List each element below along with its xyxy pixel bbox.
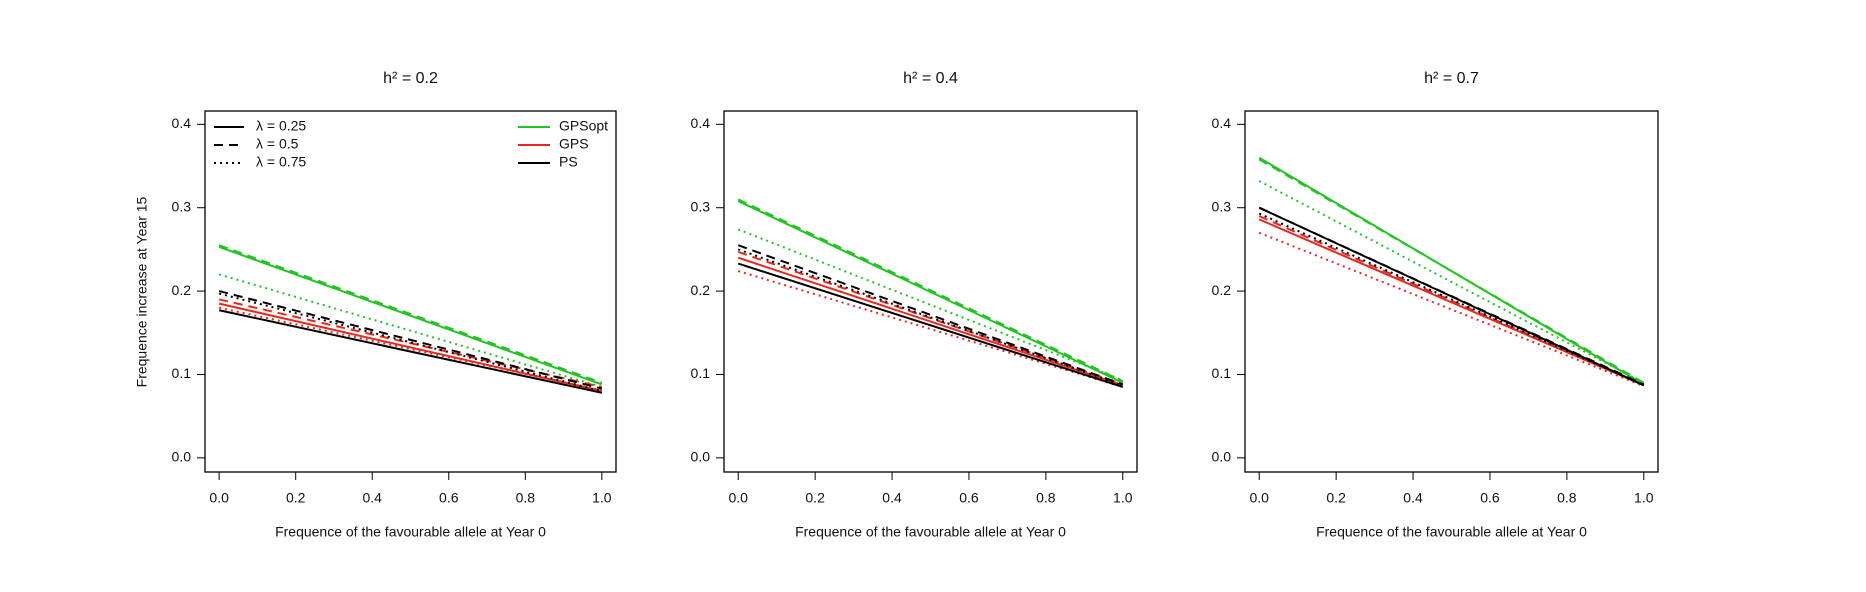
y-tick-label: 0.1: [691, 365, 711, 381]
y-tick-label: 0.1: [1212, 365, 1232, 381]
panel-title: h² = 0.2: [383, 70, 438, 87]
x-axis-label: Frequence of the favourable allele at Ye…: [1316, 524, 1587, 540]
series-line: [1258, 231, 1645, 388]
series-line: [737, 256, 1124, 387]
series-line: [1258, 156, 1645, 386]
series-line: [737, 244, 1124, 386]
x-tick-label: 0.2: [286, 490, 306, 506]
legend-label: PS: [559, 154, 578, 170]
x-tick-label: 0.8: [516, 490, 536, 506]
x-axis-label: Frequence of the favourable allele at Ye…: [795, 524, 1066, 540]
x-tick-label: 0.4: [1403, 490, 1423, 506]
x-tick-label: 0.2: [1326, 490, 1346, 506]
series-line: [737, 262, 1124, 388]
series-line: [737, 228, 1124, 382]
series-line: [1258, 206, 1645, 386]
panel-title: h² = 0.7: [1424, 70, 1479, 87]
series-line: [1258, 180, 1645, 384]
y-tick-label: 0.2: [172, 282, 192, 298]
y-tick-label: 0.0: [172, 449, 192, 465]
series-line: [1258, 218, 1645, 387]
x-tick-label: 1.0: [592, 490, 612, 506]
legend-label: λ = 0.5: [256, 136, 299, 152]
series-line: [218, 245, 603, 386]
series-line: [1258, 215, 1645, 387]
legend-label: GPS: [559, 136, 589, 152]
legend-label: GPSopt: [559, 118, 608, 134]
y-tick-label: 0.4: [1212, 115, 1232, 131]
x-tick-label: 0.4: [362, 490, 382, 506]
y-tick-label: 0.4: [172, 115, 192, 131]
x-tick-label: 0.8: [1557, 490, 1577, 506]
x-tick-label: 1.0: [1113, 490, 1133, 506]
series-line: [218, 290, 603, 390]
x-tick-label: 0.0: [728, 490, 748, 506]
x-tick-label: 0.0: [1249, 490, 1269, 506]
series-line: [737, 248, 1124, 387]
series-line: [218, 302, 603, 393]
y-tick-label: 0.0: [1212, 449, 1232, 465]
series-line: [218, 273, 603, 388]
series-line: [218, 298, 603, 388]
series-line: [1258, 212, 1645, 387]
series-line: [737, 200, 1124, 384]
plot-frame: [1244, 110, 1659, 473]
x-tick-label: 0.6: [439, 490, 459, 506]
series-line: [737, 198, 1124, 383]
y-tick-label: 0.1: [172, 365, 192, 381]
y-tick-label: 0.2: [691, 282, 711, 298]
y-tick-label: 0.3: [1212, 198, 1232, 214]
series-line: [218, 244, 603, 384]
x-tick-label: 0.2: [805, 490, 825, 506]
x-tick-label: 0.0: [209, 490, 229, 506]
x-axis-label: Frequence of the favourable allele at Ye…: [275, 524, 546, 540]
x-tick-label: 1.0: [1634, 490, 1654, 506]
panel-title: h² = 0.4: [903, 70, 958, 87]
x-tick-label: 0.6: [959, 490, 979, 506]
y-tick-label: 0.0: [691, 449, 711, 465]
y-tick-label: 0.3: [691, 198, 711, 214]
legend-label: λ = 0.25: [256, 118, 306, 134]
y-tick-label: 0.2: [1212, 282, 1232, 298]
x-tick-label: 0.4: [882, 490, 902, 506]
y-tick-label: 0.3: [172, 198, 192, 214]
y-tick-label: 0.4: [691, 115, 711, 131]
x-tick-label: 0.8: [1036, 490, 1056, 506]
x-tick-label: 0.6: [1480, 490, 1500, 506]
legend-label: λ = 0.75: [256, 154, 306, 170]
series-line: [218, 309, 603, 394]
y-axis-label: Frequence increase at Year 15: [134, 196, 150, 387]
series-line: [737, 270, 1124, 388]
